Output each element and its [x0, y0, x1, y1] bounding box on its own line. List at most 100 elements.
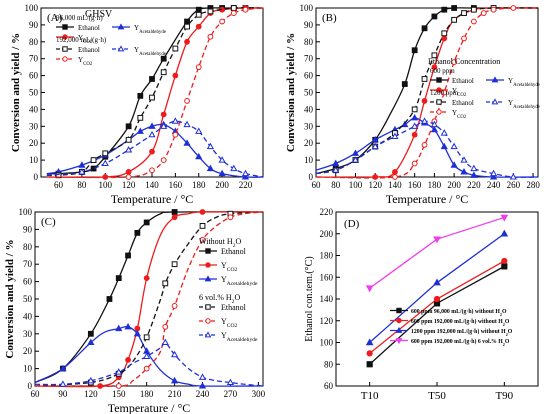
data-point: [206, 164, 215, 172]
x-tick-label: 260: [507, 180, 521, 190]
x-tick-label: 80: [331, 180, 341, 190]
legend-label: YAcetaldehyde: [508, 77, 540, 88]
x-tick-label: 140: [388, 180, 402, 190]
legend-label: 600 ppm 192,000 mL/(g·h) 6 vol.% H2O: [411, 338, 510, 347]
data-point: [450, 161, 458, 168]
data-point: [392, 169, 398, 175]
data-point: [172, 72, 179, 79]
y-tick-label: 40: [304, 104, 314, 114]
data-point: [218, 156, 226, 163]
data-point: [421, 25, 428, 32]
legend-marker: [62, 46, 68, 52]
data-point: [133, 329, 141, 337]
x-tick-label: 210: [168, 389, 182, 399]
data-point: [441, 6, 448, 13]
y-tick-label: 10: [23, 364, 33, 374]
x-tick-label: 120: [122, 180, 136, 190]
legend-marker: [205, 262, 211, 268]
data-point: [431, 52, 438, 59]
x-tick-label: 300: [252, 389, 266, 399]
data-point: [440, 129, 448, 136]
data-point: [143, 275, 150, 282]
data-point: [351, 149, 360, 156]
data-point: [470, 171, 478, 178]
legend-label: YAcetaldehyde: [221, 331, 258, 343]
panel-B: 60 80 100 120 140 160 180 200 220 240 260 280 0 10 20 3…: [285, 3, 540, 206]
data-point: [460, 168, 468, 175]
data-point: [87, 338, 95, 346]
y-tick-label: 50: [29, 88, 39, 98]
data-point: [371, 135, 379, 143]
legend-label: Ethanol: [78, 46, 100, 54]
legend-marker: [395, 326, 403, 333]
data-point: [510, 5, 517, 11]
y-tick-label: 10: [29, 155, 39, 165]
x-tick-label: 220: [239, 180, 253, 190]
y-tick-label: 70: [29, 54, 39, 64]
data-point: [489, 169, 498, 177]
data-point: [480, 10, 487, 16]
data-point: [500, 229, 509, 237]
series-line: [315, 117, 539, 178]
legend-label: 600 ppm 192,000 mL/(g·h) without H2O: [411, 318, 510, 327]
data-point: [411, 122, 419, 129]
data-point: [420, 117, 429, 124]
data-point: [160, 122, 168, 129]
data-point: [207, 33, 214, 40]
data-point: [78, 168, 86, 175]
legend-marker: [205, 248, 211, 254]
data-point: [421, 76, 428, 82]
data-point: [365, 338, 374, 346]
data-point: [411, 160, 418, 167]
legend-group-heading: 96,000 mL/(g·h): [56, 14, 103, 22]
legend-label: Ethanol: [221, 247, 247, 256]
y-tick-label: 100: [19, 207, 33, 217]
data-point: [171, 303, 178, 309]
y-tick-label: 50: [304, 88, 314, 98]
data-point: [161, 338, 169, 346]
data-point: [162, 323, 169, 330]
data-point: [148, 130, 156, 138]
legend-marker: [436, 109, 442, 115]
series-d2: [366, 257, 508, 357]
y-tick-label: 40: [29, 104, 39, 114]
legend-marker: [396, 307, 402, 314]
series-a4: [46, 5, 264, 179]
data-point: [143, 334, 150, 341]
data-point: [184, 23, 190, 30]
series-d3: [365, 229, 509, 346]
data-point: [183, 139, 191, 146]
y-tick-label: 30: [23, 329, 33, 339]
series-b6: [315, 117, 539, 180]
data-point: [226, 378, 235, 386]
x-axis-label: Temperature / °C: [111, 192, 194, 206]
legend-marker: [436, 99, 442, 105]
series-c3: [34, 322, 264, 389]
data-point: [332, 159, 340, 167]
data-point: [401, 120, 409, 128]
data-point: [183, 120, 191, 128]
data-point: [149, 76, 155, 82]
legend-label: YAcetaldehyde: [221, 275, 258, 287]
data-point: [184, 38, 190, 45]
data-point: [195, 6, 202, 13]
data-point: [125, 252, 131, 259]
y-tick-label: 20: [304, 138, 314, 148]
data-point: [366, 350, 373, 357]
legend-label: 1200 ppm 192,000 mL/(g·h) without H2O: [411, 328, 513, 337]
series-c2: [34, 209, 264, 389]
data-point: [125, 357, 131, 363]
y-tick-label: 0: [309, 172, 314, 182]
data-point: [440, 142, 448, 150]
data-point: [125, 169, 132, 175]
series-a5: [46, 6, 264, 180]
x-tick-label: 180: [140, 389, 154, 399]
data-point: [134, 229, 141, 236]
x-tick-label: 60: [312, 180, 322, 190]
y-tick-label: 180: [320, 251, 334, 261]
data-point: [500, 214, 509, 222]
